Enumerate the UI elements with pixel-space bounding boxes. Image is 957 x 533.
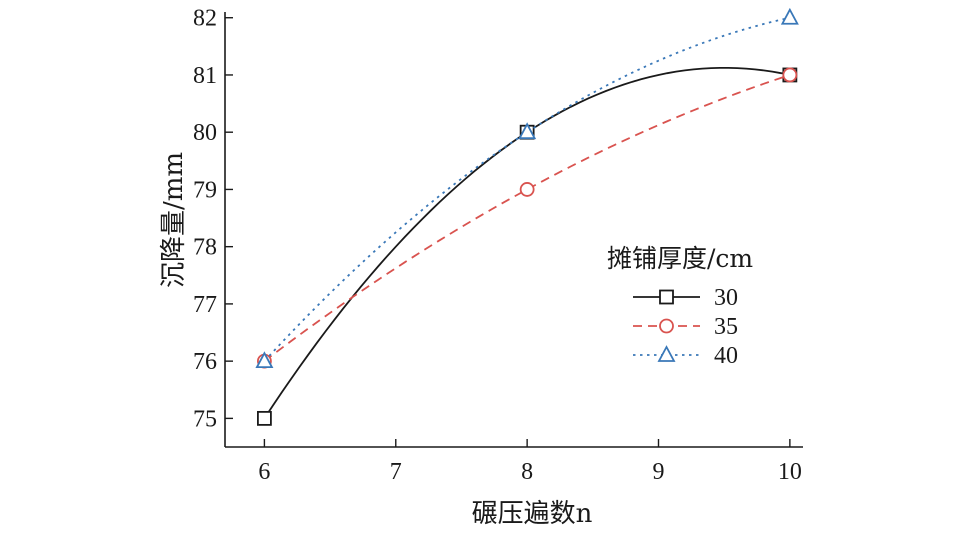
legend-items: 30 35 40 — [633, 285, 738, 369]
legend-label: 35 — [714, 314, 738, 340]
x-tick-label: 10 — [778, 459, 802, 485]
x-tick-label: 7 — [390, 459, 402, 485]
y-tick-label: 77 — [193, 292, 217, 318]
y-tick-label: 82 — [193, 6, 217, 32]
x-axis-ticks: 6 7 8 9 10 — [258, 439, 802, 485]
y-tick-label: 80 — [193, 120, 217, 146]
legend-label: 30 — [714, 285, 738, 311]
legend: 摊铺厚度/cm 30 35 40 — [607, 244, 753, 369]
legend-item-30: 30 — [633, 285, 738, 311]
x-axis-title: 碾压遍数n — [472, 499, 593, 529]
series-line-40 — [263, 16, 791, 362]
legend-item-35: 35 — [633, 314, 738, 340]
legend-marker — [659, 318, 674, 334]
legend-marker — [659, 289, 674, 305]
data-point-40 — [780, 7, 799, 25]
y-tick-label: 78 — [193, 235, 217, 261]
y-axis-title: 沉降量/mm — [159, 152, 189, 288]
x-tick-label: 8 — [521, 459, 533, 485]
legend-label: 40 — [714, 343, 738, 369]
data-point-40 — [518, 122, 537, 140]
y-tick-label: 76 — [193, 349, 217, 375]
series-40 — [255, 7, 799, 369]
x-tick-label: 9 — [653, 459, 665, 485]
legend-item-40: 40 — [633, 343, 738, 369]
y-axis-ticks: 75 76 77 78 79 80 81 82 — [193, 6, 233, 432]
series-line-35 — [263, 74, 791, 362]
data-point-35 — [519, 182, 535, 197]
legend-title: 摊铺厚度/cm — [607, 244, 753, 273]
y-tick-label: 79 — [193, 177, 217, 203]
y-tick-label: 81 — [193, 63, 217, 89]
data-point-40 — [255, 351, 274, 369]
y-tick-label: 75 — [193, 406, 217, 432]
data-point-35 — [782, 67, 798, 83]
data-point-30 — [257, 410, 272, 426]
x-tick-label: 6 — [258, 459, 270, 485]
series-layer — [255, 7, 799, 426]
legend-marker — [657, 345, 676, 362]
